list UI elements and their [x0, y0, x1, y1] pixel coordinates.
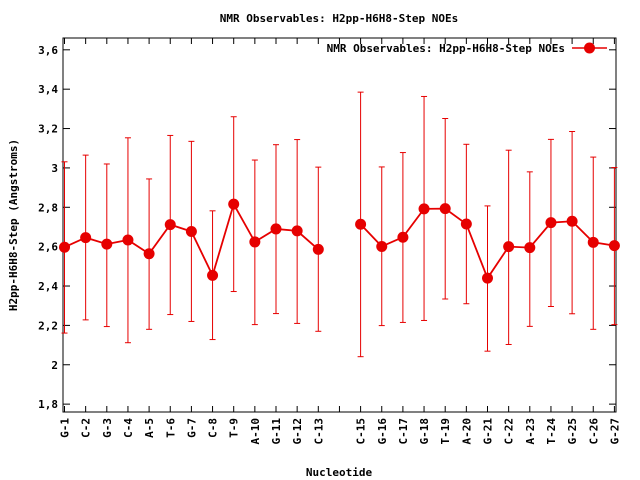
x-tick-label: C-4: [122, 418, 135, 438]
x-tick-label: G-7: [185, 418, 198, 438]
data-point: [59, 241, 70, 253]
y-tick-label: 2,6: [38, 241, 58, 254]
x-tick-label: C-2: [80, 418, 93, 438]
x-tick-label: A-20: [460, 418, 473, 445]
data-point: [355, 218, 367, 230]
y-axis: 1,8 2 2,2 2,4 2,6 2,8 3 3,2 3,4 3,6: [38, 44, 616, 411]
data-point: [101, 238, 113, 250]
y-tick-label: 2,2: [38, 319, 58, 332]
data-point: [164, 219, 176, 231]
data-point: [503, 241, 515, 253]
y-tick-label: 3,4: [38, 83, 58, 96]
x-tick-label: G-3: [101, 418, 114, 438]
data-point: [439, 203, 451, 215]
x-tick-label: G-18: [418, 418, 431, 445]
x-tick-label: G-12: [291, 418, 304, 445]
plot-frame: [62, 37, 617, 413]
x-tick-label: A-23: [524, 418, 537, 445]
data-point: [185, 225, 197, 237]
x-axis-label: Nucleotide: [306, 466, 373, 479]
data-point: [228, 198, 240, 210]
x-tick-label: C-22: [503, 418, 516, 445]
data-point: [312, 243, 324, 255]
data-point: [80, 232, 92, 244]
x-tick-label: G-16: [376, 418, 389, 445]
y-tick-label: 3: [51, 162, 58, 175]
y-axis-label: H2pp-H6H8-Step (Angstroms): [7, 139, 20, 311]
data-point: [249, 236, 261, 248]
data-point: [545, 217, 557, 229]
y-tick-label: 3,6: [38, 44, 58, 57]
data-point: [122, 234, 134, 246]
x-tick-label: T-9: [228, 418, 241, 438]
data-point: [482, 272, 493, 284]
y-tick-label: 2: [51, 359, 58, 372]
y-tick-label: 2,8: [38, 201, 58, 214]
series-layer: [59, 91, 620, 358]
legend-marker: [584, 42, 595, 54]
x-tick-label: G-11: [270, 418, 283, 445]
x-tick-label: C-26: [587, 418, 600, 445]
data-point: [291, 225, 303, 237]
x-tick-label: C-13: [312, 418, 325, 445]
x-tick-label: A-5: [143, 418, 156, 438]
data-point: [460, 218, 472, 230]
data-point: [397, 231, 409, 243]
legend-label: NMR Observables: H2pp-H6H8-Step NOEs: [327, 42, 565, 55]
legend: NMR Observables: H2pp-H6H8-Step NOEs: [327, 42, 607, 55]
data-point: [524, 242, 536, 254]
y-tick-label: 1,8: [38, 398, 58, 411]
y-tick-label: 3,2: [38, 123, 58, 136]
x-tick-label: G-1: [59, 418, 72, 438]
x-tick-label: G-21: [482, 418, 495, 445]
x-tick-label: T-19: [439, 418, 452, 445]
data-point: [270, 223, 282, 235]
x-tick-label: C-17: [397, 418, 410, 445]
x-tick-label: C-8: [207, 418, 220, 438]
data-point: [566, 215, 578, 227]
data-point: [418, 203, 430, 215]
x-tick-label: A-10: [249, 418, 262, 445]
y-tick-label: 2,4: [38, 280, 58, 293]
x-tick-label: T-24: [545, 418, 558, 445]
data-point: [608, 240, 620, 252]
chart-title: NMR Observables: H2pp-H6H8-Step NOEs: [220, 12, 458, 25]
x-tick-label: G-27: [608, 418, 621, 445]
data-point: [376, 240, 388, 252]
x-axis: G-1 C-2 G-3 C-4 A-5 T-6 G-7 C-8 T-9 A-10 G-11 G-12 C…: [59, 38, 621, 445]
x-tick-label: T-6: [164, 418, 177, 438]
x-tick-label: C-15: [355, 418, 368, 445]
data-point: [207, 269, 219, 281]
data-point: [143, 248, 155, 260]
x-tick-label: G-25: [566, 418, 579, 445]
data-point: [587, 236, 599, 248]
